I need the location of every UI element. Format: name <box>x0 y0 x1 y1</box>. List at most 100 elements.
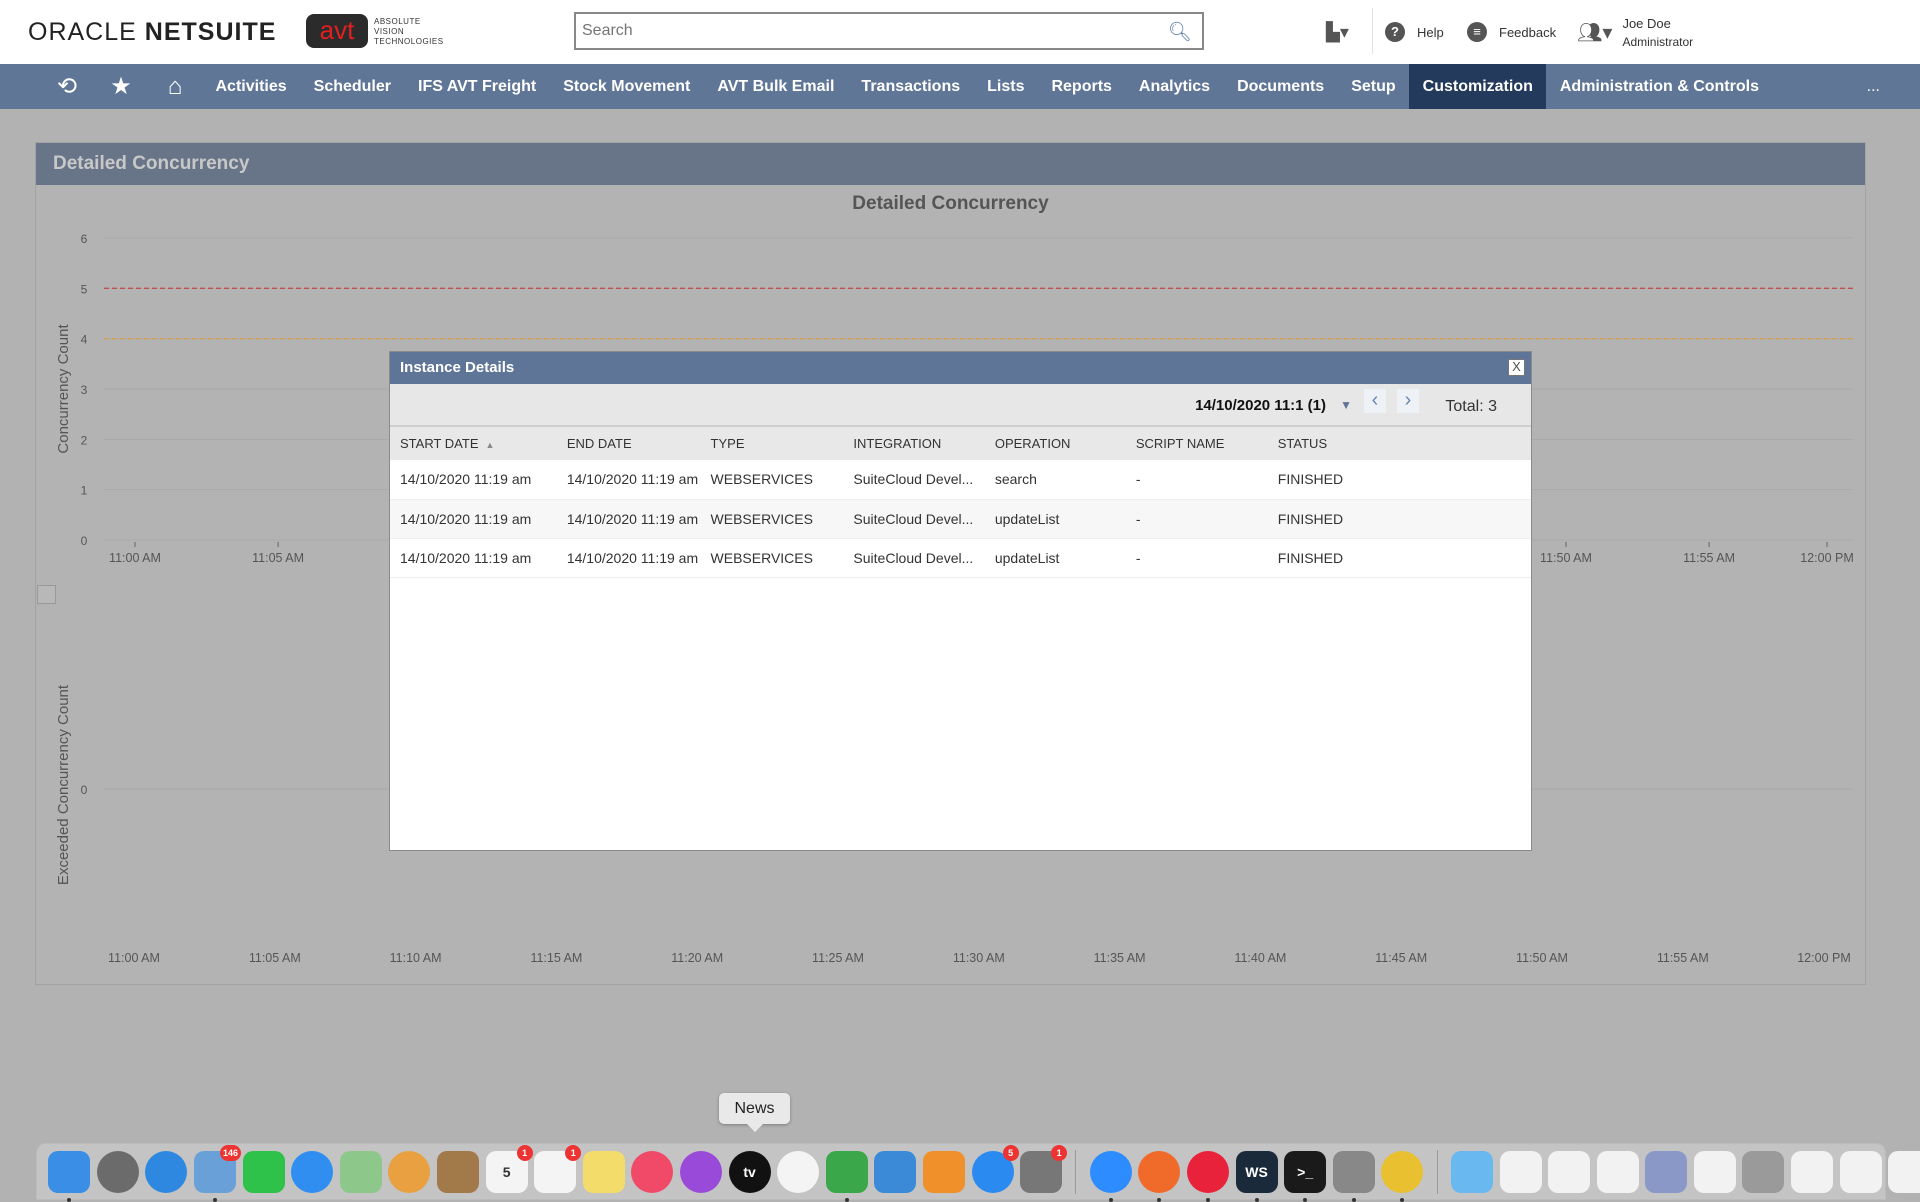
column-header[interactable]: SCRIPT NAME <box>1125 427 1268 460</box>
notification-badge: 1 <box>516 1144 533 1161</box>
user-menu[interactable]: 👥︎▾ Joe Doe Administrator <box>1577 0 1693 64</box>
table-cell: 14/10/2020 11:19 am <box>390 538 557 578</box>
feedback-label: Feedback <box>1499 24 1557 40</box>
numbers-icon[interactable] <box>825 1150 868 1202</box>
next-page-button[interactable]: › <box>1397 389 1419 413</box>
instance-table: START DATE ▲ END DATE TYPE INTEGRATION OPERAT… <box>390 427 1531 578</box>
window-thumbnail-icon[interactable] <box>1645 1150 1688 1193</box>
window-thumbnail-icon[interactable] <box>1548 1150 1591 1193</box>
recent-icon[interactable]: ⟲ <box>56 73 78 100</box>
launchpad-icon[interactable] <box>96 1150 139 1193</box>
nav-item-administration-controls[interactable]: Administration & Controls <box>1559 78 1759 95</box>
maps-icon[interactable] <box>339 1150 382 1193</box>
nav-item-scheduler[interactable]: Scheduler <box>313 78 391 95</box>
create-new-button[interactable]: ▙▾ <box>1326 0 1349 64</box>
nav-item-ifs-avt-freight[interactable]: IFS AVT Freight <box>418 78 537 95</box>
dock-separator <box>1075 1149 1077 1194</box>
window-thumbnail-icon[interactable] <box>1791 1150 1834 1193</box>
modal-toolbar: 14/10/2020 11:1 (1) ▼ ‹ › Total: 3 <box>390 384 1531 427</box>
search-input[interactable] <box>576 14 1136 48</box>
notes-icon[interactable] <box>582 1150 625 1193</box>
table-cell: 14/10/2020 11:19 am <box>390 499 557 539</box>
mail-icon[interactable]: 146 <box>194 1144 242 1202</box>
help-icon: ? <box>1385 22 1405 42</box>
window-thumbnail-icon[interactable] <box>1596 1150 1639 1193</box>
x-tick-label: 11:40 AM <box>1234 951 1286 965</box>
close-button[interactable]: X <box>1508 359 1525 376</box>
window-thumbnail-icon[interactable] <box>1839 1150 1882 1193</box>
help-button[interactable]: ? Help <box>1385 0 1444 64</box>
star-icon[interactable]: ★ <box>110 73 132 100</box>
photos-icon[interactable] <box>388 1150 431 1193</box>
chrome-icon[interactable] <box>1381 1150 1424 1202</box>
nav-item-avt-bulk-email[interactable]: AVT Bulk Email <box>717 78 835 95</box>
column-header[interactable]: INTEGRATION <box>843 427 985 460</box>
nav-item-stock-movement[interactable]: Stock Movement <box>563 78 691 95</box>
x-tick-label: 11:00 AM <box>109 551 161 565</box>
postman-icon[interactable] <box>1138 1150 1181 1202</box>
nav-item-setup[interactable]: Setup <box>1351 78 1396 95</box>
column-header[interactable]: STATUS <box>1267 427 1531 460</box>
x-tick-label: 11:00 AM <box>108 951 160 965</box>
nav-item-activities[interactable]: Activities <box>215 78 287 95</box>
page-select[interactable]: 14/10/2020 11:1 (1) <box>1195 397 1326 414</box>
table-row[interactable]: 14/10/2020 11:19 am 14/10/2020 11:19 am WE… <box>390 460 1531 500</box>
app-store-icon[interactable]: 5 <box>971 1144 1019 1193</box>
creative-cloud-icon[interactable] <box>1186 1150 1229 1202</box>
y-axis-label: Exceeded Concurrency Count <box>55 684 72 885</box>
utilities-icon[interactable] <box>1332 1150 1375 1202</box>
music-icon[interactable] <box>631 1150 674 1193</box>
column-header[interactable]: TYPE <box>700 427 844 460</box>
tv-icon[interactable]: tv <box>728 1150 771 1193</box>
pages-icon[interactable] <box>922 1150 965 1193</box>
window-thumbnail-icon[interactable] <box>1888 1150 1920 1193</box>
system-preferences-icon[interactable]: 1 <box>1020 1144 1068 1193</box>
nav-item-lists[interactable]: Lists <box>987 78 1025 95</box>
news-icon[interactable] <box>777 1150 820 1193</box>
nav-item-analytics[interactable]: Analytics <box>1138 78 1211 95</box>
nav-item-customization[interactable]: Customization <box>1409 64 1547 109</box>
company-tagline: ABSOLUTE VISION TECHNOLOGIES <box>374 17 444 46</box>
company-logo: avt <box>306 14 368 48</box>
webstorm-icon[interactable]: WS <box>1235 1150 1278 1202</box>
column-header[interactable]: START DATE ▲ <box>390 427 557 460</box>
dropdown-arrow-icon[interactable]: ▼ <box>1340 398 1352 412</box>
window-thumbnail-icon[interactable] <box>1742 1150 1785 1193</box>
reminders-icon[interactable]: 1 <box>534 1144 582 1193</box>
table-row[interactable]: 14/10/2020 11:19 am 14/10/2020 11:19 am WE… <box>390 499 1531 539</box>
y-tick-label: 6 <box>81 232 88 246</box>
terminal-icon[interactable]: >_ <box>1284 1150 1327 1202</box>
nav-item-documents[interactable]: Documents <box>1237 78 1325 95</box>
finder-icon[interactable] <box>48 1150 91 1202</box>
column-header[interactable]: OPERATION <box>984 427 1126 460</box>
previous-page-button[interactable]: ‹ <box>1364 389 1386 413</box>
nav-more-button[interactable]: ... <box>1866 78 1880 95</box>
folder-icon[interactable] <box>1450 1150 1493 1193</box>
global-search[interactable]: 🔍︎ <box>574 12 1204 50</box>
podcasts-icon[interactable] <box>680 1150 723 1193</box>
nav-item-transactions[interactable]: Transactions <box>861 78 961 95</box>
feedback-button[interactable]: ≡ Feedback <box>1467 0 1556 64</box>
facetime-icon[interactable] <box>242 1150 285 1193</box>
zoom-icon[interactable] <box>1089 1150 1132 1202</box>
window-thumbnail-icon[interactable] <box>1499 1150 1542 1193</box>
keynote-icon[interactable] <box>874 1150 917 1193</box>
nav-item-reports[interactable]: Reports <box>1051 78 1112 95</box>
oracle-netsuite-logo[interactable]: ORACLE NETSUITE <box>28 18 276 47</box>
notification-badge: 146 <box>220 1144 242 1161</box>
contacts-icon[interactable] <box>437 1150 480 1193</box>
safari-icon[interactable] <box>145 1150 188 1193</box>
home-icon[interactable]: ⌂ <box>167 72 183 100</box>
main-nav: ⟲ ★ ⌂ Activities Scheduler IFS AVT Freight… <box>0 64 1920 109</box>
sort-asc-icon: ▲ <box>485 440 495 450</box>
chart-toggle-checkbox[interactable] <box>37 585 56 604</box>
table-row[interactable]: 14/10/2020 11:19 am 14/10/2020 11:19 am WE… <box>390 538 1531 578</box>
messages-icon[interactable] <box>291 1150 334 1193</box>
search-icon[interactable]: 🔍︎ <box>1167 22 1192 43</box>
x-tick-label: 11:05 AM <box>249 951 301 965</box>
table-cell: WEBSERVICES <box>700 460 844 500</box>
x-tick-label: 11:05 AM <box>252 551 304 565</box>
column-header[interactable]: END DATE <box>556 427 701 460</box>
window-thumbnail-icon[interactable] <box>1693 1150 1736 1193</box>
